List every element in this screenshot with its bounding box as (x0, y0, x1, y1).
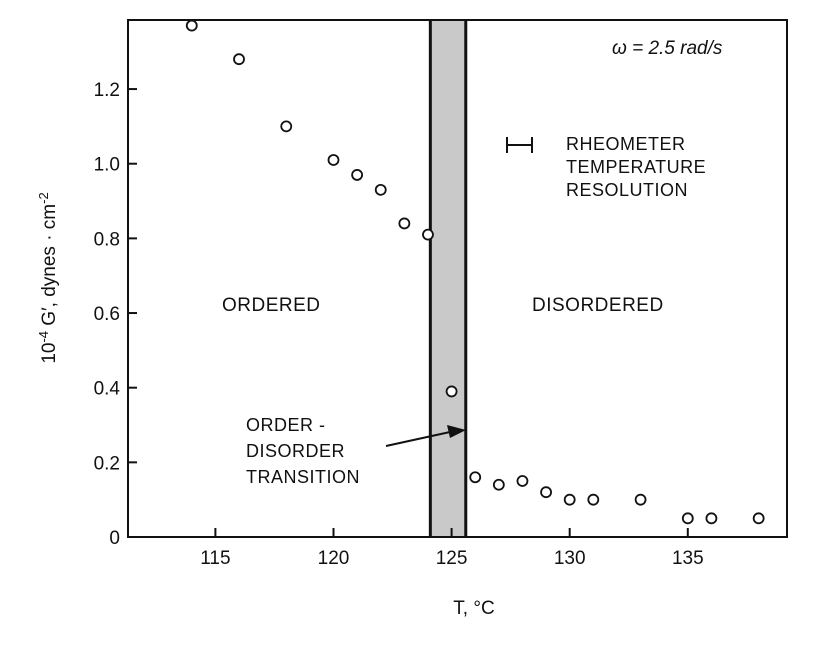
data-point (374, 183, 387, 196)
data-point (540, 486, 552, 499)
data-point (445, 385, 458, 398)
data-point (233, 53, 245, 66)
resolution-label-line-2: TEMPERATURE (566, 157, 706, 177)
data-point (563, 493, 576, 506)
data-point (587, 493, 600, 506)
resolution-label-line-1: RHEOMETER (566, 134, 686, 154)
y-tick-label: 0 (109, 528, 120, 549)
y-tick-label: 1.2 (94, 80, 120, 101)
transition-label-line-2: DISORDER (246, 441, 345, 461)
transition-arrow-shaft (385, 431, 451, 447)
data-point (469, 471, 482, 484)
resolution-bar-icon (506, 137, 533, 153)
y-tick-label: 0.2 (94, 453, 120, 474)
resolution-label-line-3: RESOLUTION (566, 180, 688, 200)
x-tick-label: 125 (436, 548, 468, 569)
omega-label: ω = 2.5 rad/s (612, 38, 723, 59)
x-tick-label: 120 (318, 548, 350, 569)
y-axis-title-pre-sup: -4 (36, 331, 51, 343)
data-point (492, 478, 505, 491)
data-point (185, 19, 198, 32)
x-axis-title: T, °C (453, 598, 494, 619)
y-tick-label: 0.8 (94, 229, 120, 250)
y-axis-title-post-sup: -2 (36, 192, 51, 204)
transition-band-fill (430, 20, 466, 537)
y-tick-label: 0.4 (94, 379, 121, 400)
data-point (327, 154, 340, 166)
transition-label-line-1: ORDER - (246, 415, 326, 435)
transition-band (428, 20, 468, 537)
data-point (634, 493, 647, 506)
data-point (422, 228, 434, 241)
data-point (280, 120, 293, 133)
x-axis-ticks: 115 120 125 130 135 (200, 528, 704, 569)
data-point (351, 169, 364, 181)
data-points (185, 19, 765, 525)
x-tick-label: 115 (200, 548, 230, 569)
y-tick-label: 0.6 (94, 304, 120, 325)
data-point (516, 475, 529, 487)
resolution-annotation: RHEOMETER TEMPERATURE RESOLUTION (506, 134, 706, 200)
y-tick-label: 1.0 (94, 155, 120, 176)
data-point (398, 217, 411, 230)
transition-label-line-3: TRANSITION (246, 467, 360, 487)
data-point (681, 512, 694, 525)
y-axis-ticks: 0 0.2 0.4 0.6 0.8 1.0 1.2 (94, 80, 137, 549)
plot-frame (127, 19, 788, 538)
disordered-label: DISORDERED (532, 295, 664, 316)
x-tick-label: 130 (554, 548, 586, 569)
data-point (752, 512, 765, 525)
transition-annotation: ORDER - DISORDER TRANSITION (246, 415, 466, 487)
transition-arrow-head (447, 425, 466, 438)
data-point (705, 512, 718, 525)
y-axis-title-mid: G′, dynes · cm (39, 204, 60, 331)
y-axis-title: 10-4 G′, dynes · cm-2 (36, 192, 61, 363)
y-axis-title-pre: 10 (39, 343, 60, 364)
x-tick-label: 135 (672, 548, 704, 569)
ordered-label: ORDERED (222, 295, 321, 316)
